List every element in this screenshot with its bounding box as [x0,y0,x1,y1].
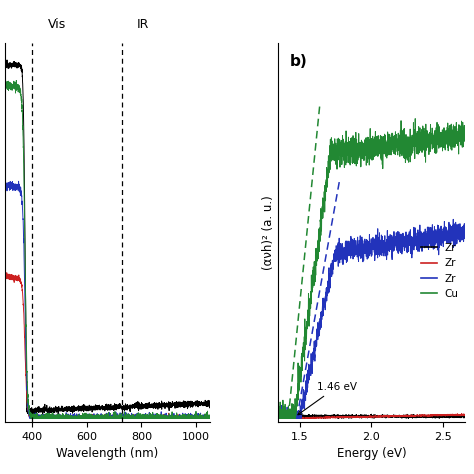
X-axis label: Wavelength (nm): Wavelength (nm) [56,447,158,460]
Text: b): b) [289,54,307,69]
Y-axis label: (ανh)² (a. u.): (ανh)² (a. u.) [263,195,275,270]
Text: IR: IR [137,18,149,31]
Legend: Zr, Zr, Zr, Cu: Zr, Zr, Zr, Cu [417,239,463,303]
Text: Vis: Vis [47,18,66,31]
Text: 1.46 eV: 1.46 eV [298,382,357,415]
X-axis label: Energy (eV): Energy (eV) [337,447,406,460]
